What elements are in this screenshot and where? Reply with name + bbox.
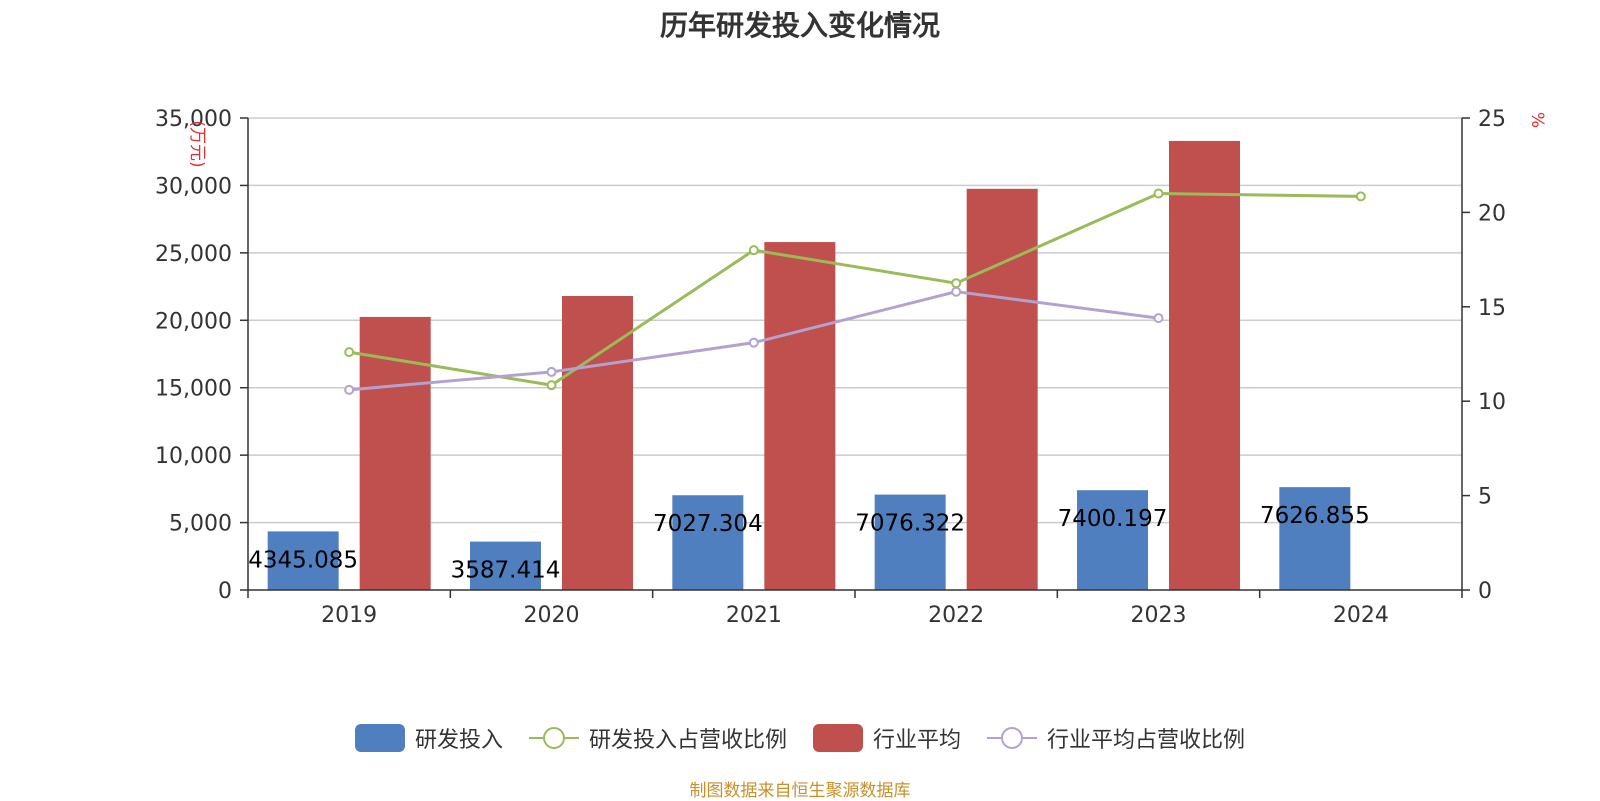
legend-item[interactable]: 研发投入 [354, 722, 503, 754]
y-right-tick-label: 20 [1478, 201, 1506, 226]
y-right-tick-label: 5 [1478, 485, 1492, 510]
legend-label: 行业平均 [873, 728, 962, 753]
y-right-tick-label: 0 [1478, 579, 1492, 604]
legend-swatch [987, 727, 1038, 749]
line-point [748, 337, 759, 348]
legend-label: 研发投入占营收比例 [588, 728, 787, 753]
legend: 研发投入 研发投入占营收比例 行业平均 行业平均占营收比例 [0, 718, 1600, 758]
bar-研发投入 [672, 495, 744, 590]
x-tick-label: 2024 [1333, 603, 1389, 628]
legend-item[interactable]: 研发投入占营收比例 [528, 722, 787, 754]
bar-研发投入 [874, 494, 946, 590]
y-left-tick-label: 30,000 [155, 174, 232, 199]
chart-title: 历年研发投入变化情况 [659, 9, 940, 42]
line-point [1153, 188, 1164, 199]
axes: 0 5,000 10,000 15,000 20,000 25,000 30,000 35,0… [155, 107, 1547, 628]
line-point [951, 278, 962, 289]
y-left-tick-label: 25,000 [155, 242, 232, 267]
grid-lines [248, 117, 1462, 524]
line-point [1355, 191, 1366, 202]
y-right-tick-label: 15 [1478, 296, 1506, 321]
bar-data-label: 7076.322 [855, 511, 965, 537]
bar-行业平均 [562, 296, 633, 590]
legend-label: 行业平均占营收比例 [1047, 728, 1246, 753]
legend-item[interactable]: 行业平均占营收比例 [987, 722, 1245, 754]
bar-行业平均 [764, 242, 836, 590]
line-point [951, 286, 962, 297]
bar-行业平均 [966, 188, 1038, 591]
line-point [546, 380, 557, 391]
legend-swatch [813, 724, 863, 752]
bar-data-label: 4345.085 [248, 547, 358, 573]
bar-data-label: 7400.197 [1058, 506, 1168, 532]
legend-item[interactable]: 行业平均 [813, 722, 961, 754]
x-tick-label: 2019 [321, 603, 377, 628]
y-left-tick-label: 20,000 [155, 309, 232, 334]
line-point [748, 245, 759, 256]
bar-研发投入 [1077, 490, 1148, 590]
y-left-tick-label: 0 [218, 579, 232, 604]
line-point [1153, 313, 1164, 324]
legend-swatch [528, 727, 579, 749]
lines [344, 188, 1366, 395]
data-labels: 4345.085 3587.414 7027.304 7076.322 7400.197… [248, 503, 1369, 583]
x-tick-label: 2023 [1131, 603, 1187, 628]
y-right-tick-label: 25 [1478, 107, 1506, 132]
bar-行业平均 [359, 316, 431, 590]
y-left-tick-label: 10,000 [155, 444, 232, 469]
y-right-axis-label: % [1527, 112, 1547, 128]
y-left-tick-label: 15,000 [155, 377, 232, 402]
legend-swatch [354, 724, 405, 752]
line-point [344, 347, 355, 358]
line-point [344, 384, 355, 395]
bar-data-label: 7027.304 [653, 511, 763, 537]
y-left-tick-label: 5,000 [169, 512, 232, 537]
y-left-tick-label: 35,000 [155, 107, 232, 132]
line-研发投入占营收比例 [348, 192, 1361, 387]
source-note: 制图数据来自恒生聚源数据库 [689, 781, 911, 801]
bar-data-label: 3587.414 [451, 558, 561, 584]
y-left-axis-label: (万元) [187, 120, 207, 167]
line-point [546, 366, 557, 377]
bar-研发投入 [267, 531, 339, 590]
x-tick-label: 2021 [726, 603, 782, 628]
bar-研发投入 [1279, 487, 1351, 590]
bar-研发投入 [470, 541, 541, 590]
bar-行业平均 [1169, 140, 1240, 590]
x-tick-label: 2020 [524, 603, 580, 628]
x-tick-label: 2022 [928, 603, 984, 628]
bar-data-label: 7626.855 [1260, 503, 1370, 529]
y-right-tick-label: 10 [1478, 390, 1506, 415]
legend-label: 研发投入 [414, 728, 503, 753]
